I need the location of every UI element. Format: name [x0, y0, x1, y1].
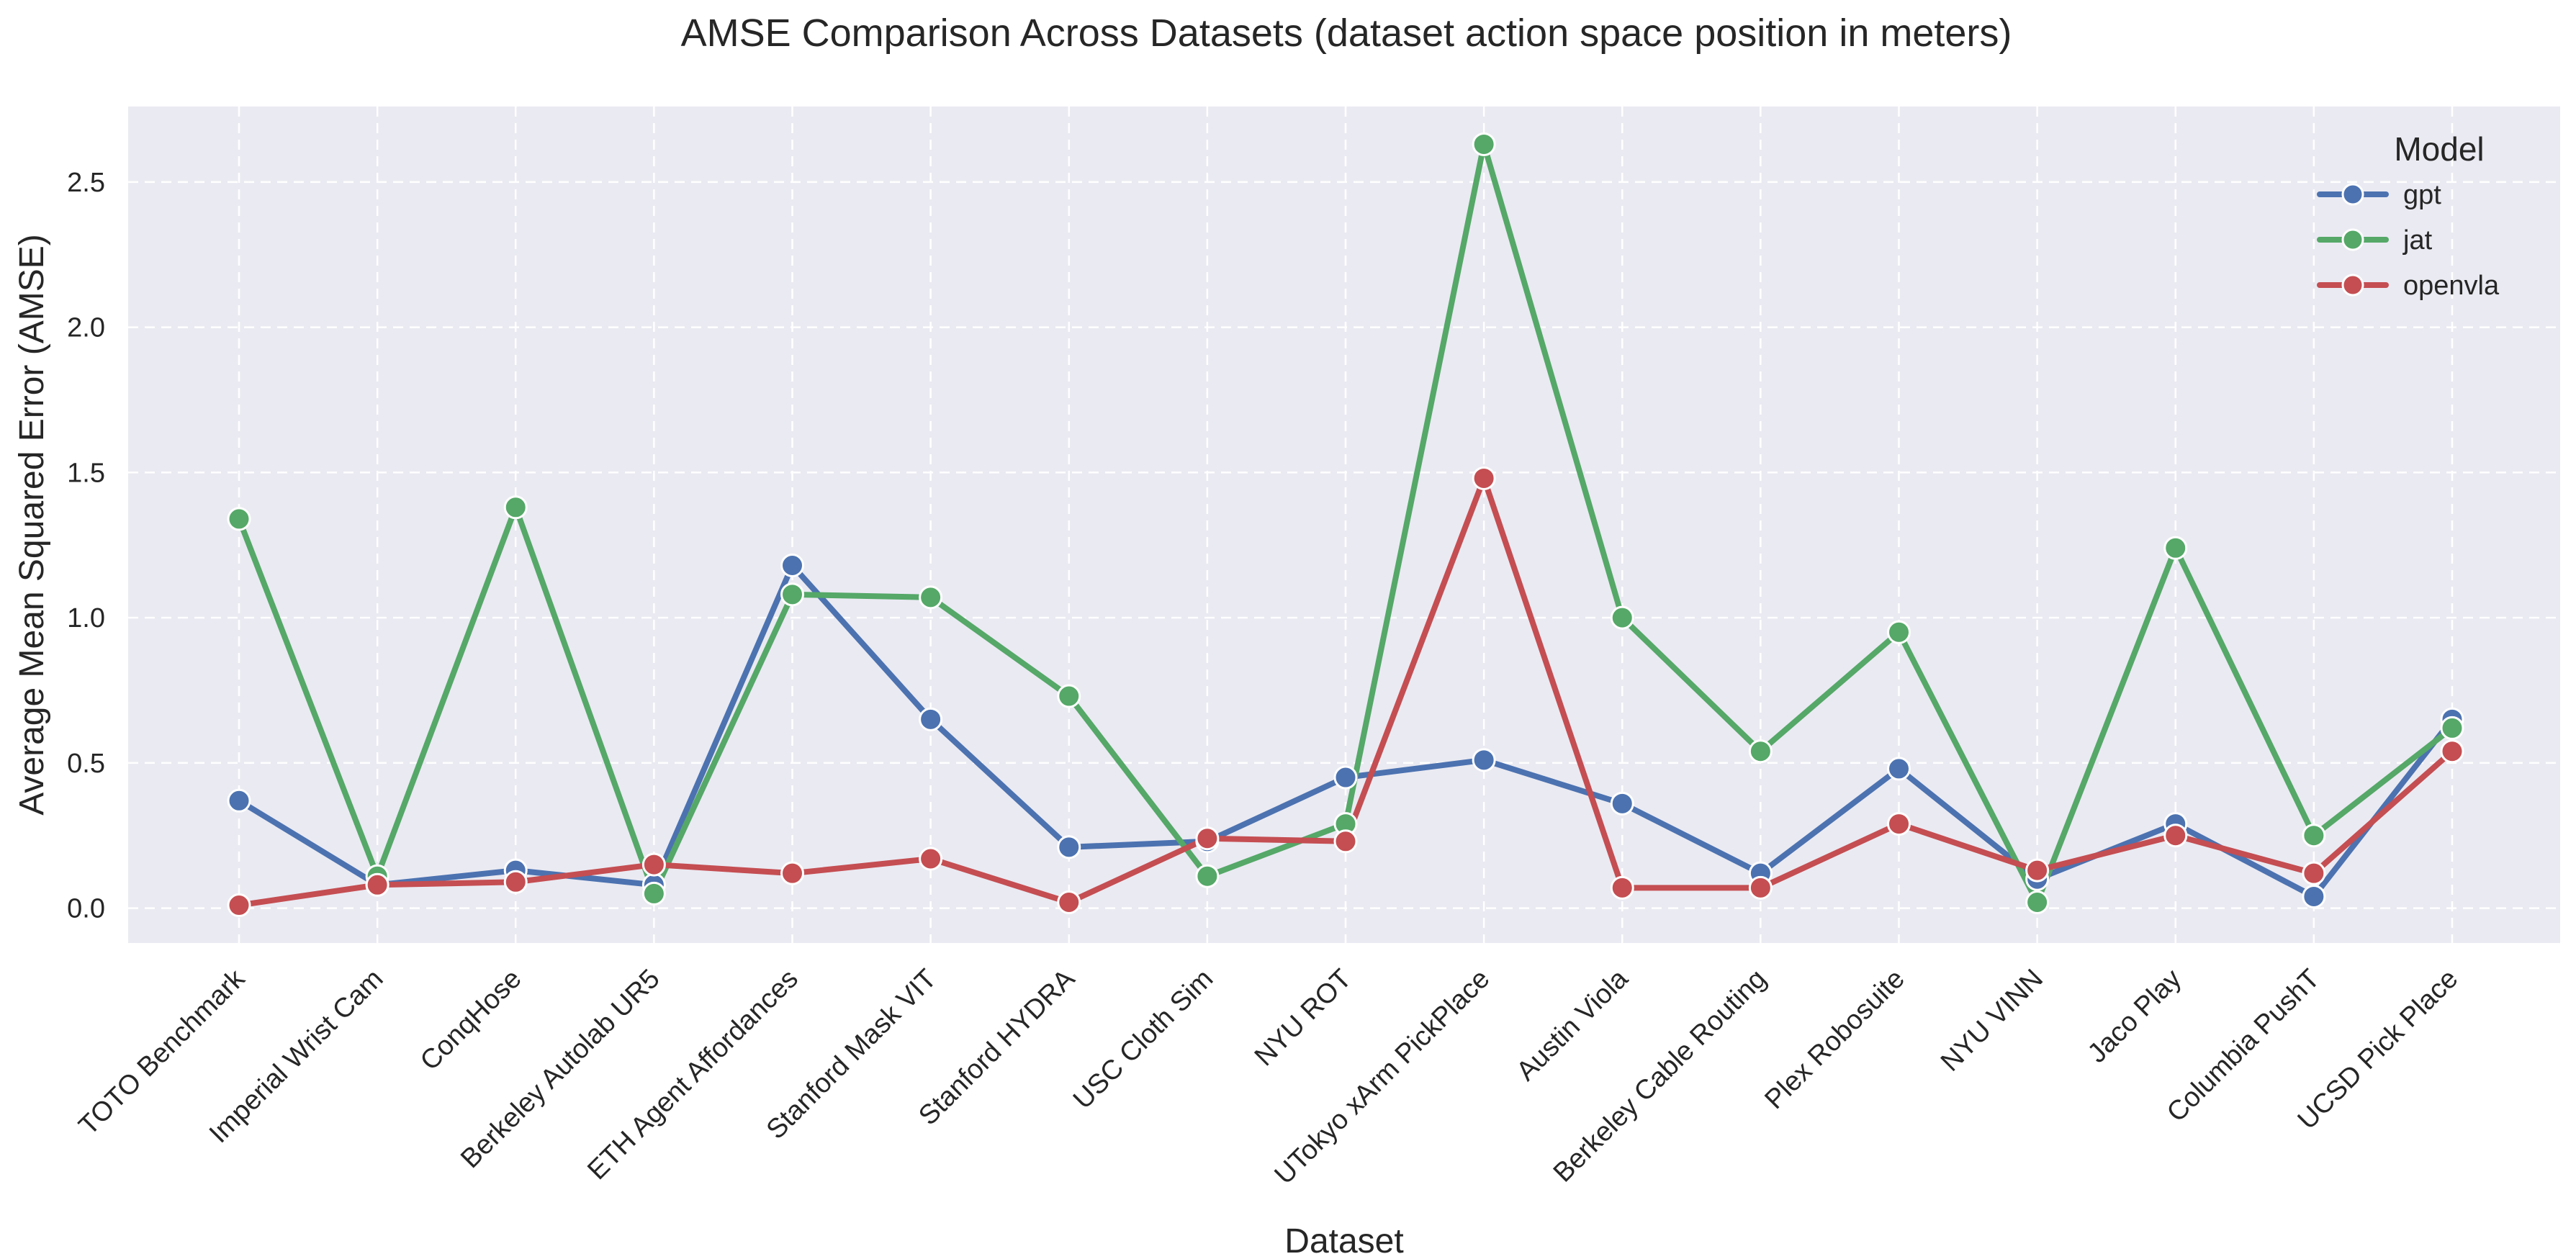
data-point-gpt [2302, 884, 2326, 908]
data-point-openvla [365, 872, 389, 897]
x-axis-label: Dataset [1284, 1222, 1403, 1259]
data-point-jat [1057, 684, 1081, 708]
legend-marker [2341, 228, 2364, 251]
data-point-gpt [1610, 791, 1634, 816]
data-point-openvla [227, 893, 251, 918]
data-point-jat [641, 881, 666, 906]
legend-title: Model [2394, 130, 2484, 168]
y-axis-ticks: 0.0 0.5 1.0 1.5 2.0 2.5 [67, 168, 105, 924]
data-point-jat [2440, 716, 2464, 740]
data-point-jat [503, 495, 528, 520]
data-point-openvla [1057, 890, 1081, 915]
data-point-openvla [780, 861, 804, 885]
y-tick-label: 0.5 [67, 749, 105, 779]
legend-item-gpt: gpt [2317, 180, 2441, 210]
data-point-openvla [1887, 812, 1911, 836]
data-point-jat [2025, 890, 2050, 915]
data-point-jat [2163, 536, 2188, 560]
data-point-gpt [1057, 835, 1081, 859]
data-point-gpt [1887, 757, 1911, 781]
data-point-jat [2302, 823, 2326, 848]
data-point-jat [1195, 864, 1220, 888]
data-point-jat [1748, 739, 1773, 764]
legend-marker [2341, 183, 2364, 206]
data-point-gpt [780, 553, 804, 577]
y-axis-label: Average Mean Squared Error (AMSE) [13, 234, 51, 815]
data-point-jat [780, 582, 804, 607]
legend-item-jat: jat [2317, 225, 2433, 256]
data-point-openvla [919, 847, 943, 871]
data-point-openvla [641, 852, 666, 877]
data-point-openvla [1748, 875, 1773, 900]
legend-label: gpt [2403, 180, 2441, 210]
legend-label: openvla [2403, 271, 2500, 301]
data-point-openvla [2302, 861, 2326, 885]
plot-area [128, 107, 2560, 943]
data-point-jat [919, 585, 943, 610]
data-point-openvla [2440, 739, 2464, 764]
data-point-jat [1472, 132, 1496, 156]
legend-item-openvla: openvla [2317, 271, 2500, 301]
y-tick-label: 2.5 [67, 168, 105, 198]
data-point-gpt [1472, 748, 1496, 772]
data-point-openvla [1472, 466, 1496, 490]
data-point-jat [227, 507, 251, 531]
data-point-openvla [1610, 875, 1634, 900]
data-point-openvla [1195, 826, 1220, 851]
data-point-openvla [2163, 823, 2188, 848]
legend: Model gpt jat openvla [2317, 130, 2500, 301]
data-point-gpt [1333, 765, 1358, 790]
data-point-gpt [919, 707, 943, 731]
chart-title: AMSE Comparison Across Datasets (dataset… [681, 12, 2012, 55]
y-tick-label: 0.0 [67, 894, 105, 924]
series-lines [227, 132, 2464, 918]
y-tick-label: 1.0 [67, 603, 105, 633]
y-tick-label: 1.5 [67, 458, 105, 488]
data-point-openvla [1333, 829, 1358, 854]
data-point-jat [1887, 620, 1911, 644]
data-point-openvla [503, 870, 528, 894]
data-point-jat [1610, 605, 1634, 630]
legend-items: gpt jat openvla [2317, 180, 2500, 301]
legend-label: jat [2402, 225, 2433, 256]
data-point-gpt [227, 788, 251, 813]
legend-marker [2341, 274, 2364, 297]
y-tick-label: 2.0 [67, 313, 105, 343]
data-point-openvla [2025, 858, 2050, 883]
